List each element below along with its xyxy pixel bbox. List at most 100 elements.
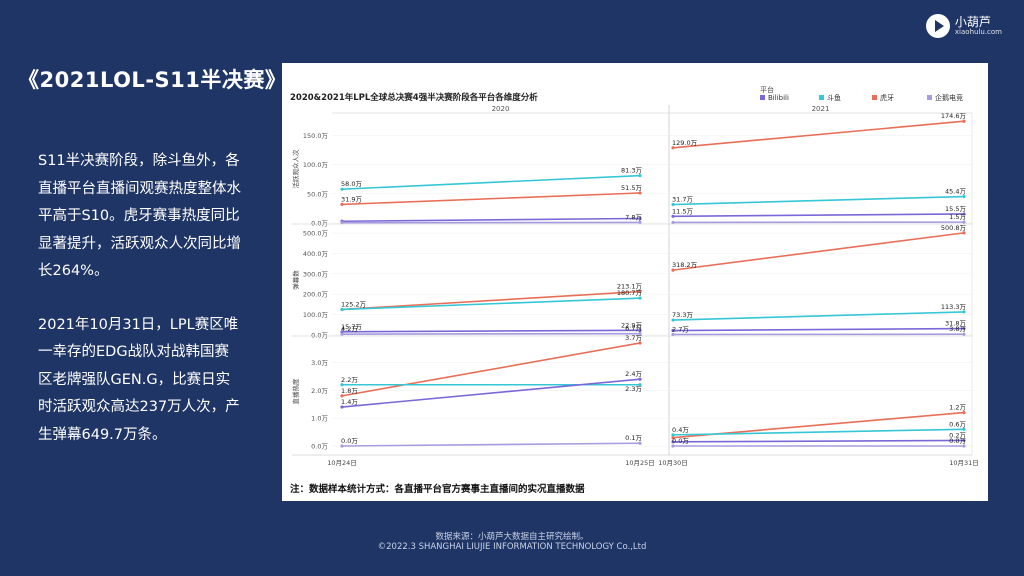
panel-0-series-4-line	[672, 120, 965, 149]
panel-1-tick-4: 100.0万	[303, 311, 329, 319]
panel-ylabel-0: 活跃观众人次	[291, 149, 300, 189]
panel-1-series-1-point-start	[340, 307, 344, 312]
panel-0-series-4-label-end: 174.6万	[941, 112, 967, 120]
panel-2-tick-0: 3.0万	[311, 359, 328, 367]
extra-label-0: 2.3万	[625, 385, 642, 393]
panel-1-series-1-line	[341, 297, 641, 311]
panel-1-series-0-point-end	[638, 289, 642, 294]
panel-0-series-1-label-end: 81.3万	[621, 167, 642, 175]
panel-0-series-6-label-start: 11.5万	[672, 207, 693, 215]
panel-0-series-7-label-end: 1.5万	[949, 213, 966, 221]
panel-2-series-0-label-start: 1.8万	[341, 387, 358, 395]
panel-1-series-4-line	[672, 232, 965, 271]
panel-1-series-7-point-start	[671, 332, 675, 337]
logo-name: 小葫芦	[954, 15, 991, 30]
panel-2-series-7-point-end	[962, 444, 966, 448]
legend-swatch-0	[760, 95, 765, 100]
panel-2-series-6-line	[672, 439, 965, 443]
panel-1-tick-3: 200.0万	[303, 291, 329, 299]
panel-0-series-5-point-end	[962, 194, 966, 199]
x-tick-1-1: 10月31日	[949, 459, 979, 467]
legend-label-1: 斗鱼	[827, 93, 841, 102]
panel-2-series-3-point-end	[638, 441, 642, 445]
panel-2-series-4-label-end: 1.2万	[949, 404, 966, 412]
summary-paragraph-1: S11半决赛阶段，除斗鱼外，各直播平台直播间观赛热度整体水平高于S10。虎牙赛事…	[38, 153, 241, 279]
panel-2-series-5-point-start	[671, 433, 675, 437]
panel-0-series-0-point-start	[340, 202, 344, 207]
panel-0-series-1-line	[341, 174, 641, 190]
chart-note: 注：数据样本统计方式：各直播平台官方赛事主直播间的实况直播数据	[290, 484, 585, 495]
panel-2-series-2-point-end	[638, 377, 642, 381]
brand-logo: 小葫芦 xiaohulu.com	[925, 14, 1002, 38]
panel-1-series-6-point-start	[671, 328, 675, 333]
panel-1-series-3-line	[341, 332, 641, 335]
panel-2-series-3-label-end: 0.1万	[625, 434, 642, 442]
panel-1-series-5-line	[672, 311, 965, 321]
panel-2-series-1-label-start: 2.2万	[341, 376, 358, 384]
panel-ylabel-1: 弹幕数	[291, 270, 300, 290]
panel-1-series-1-point-end	[638, 296, 642, 300]
panel-0-series-3-point-end	[638, 220, 642, 225]
panel-1-series-2-point-end	[638, 328, 642, 332]
panel-0-series-1-point-start	[340, 187, 344, 191]
panel-2-tick-2: 1.0万	[311, 415, 328, 423]
panel-2-tick-1: 2.0万	[311, 387, 328, 395]
panel-1-series-2-label-start: 15.7万	[341, 323, 362, 331]
panel-1-tick-0: 500.0万	[303, 230, 329, 238]
footer-source: 数据来源：小葫芦大数据自主研究绘制。	[435, 532, 589, 542]
panel-2-series-0-label-end: 3.7万	[625, 334, 642, 342]
panel-2-series-7-label-end: 0.0万	[949, 437, 966, 445]
period-header-2020: 2020	[492, 105, 510, 113]
panel-2-series-2-line	[341, 378, 641, 408]
panel-1-series-6-point-end	[962, 326, 966, 331]
panel-2-series-0-line	[341, 342, 641, 397]
panel-0-tick-3: 0.0万	[311, 220, 328, 228]
panel-2-series-3-point-start	[340, 444, 344, 448]
panel-2-series-3-line	[341, 442, 641, 447]
panel-1-series-2-point-start	[340, 330, 344, 334]
panel-2-series-4-point-end	[962, 410, 966, 415]
panel-0-series-0-label-start: 31.9万	[341, 195, 362, 203]
panel-ylabel-2: 直播热度	[291, 378, 300, 405]
panel-2-tick-3: 0.0万	[311, 443, 328, 451]
panel-2-series-1-point-start	[340, 383, 344, 387]
panel-0-tick-0: 150.0万	[303, 132, 329, 140]
panel-0-series-2-point-end	[638, 216, 642, 221]
panel-2-series-4-point-start	[671, 436, 675, 440]
panel-0-series-5-label-start: 31.7万	[672, 196, 693, 204]
panel-0-series-5-point-start	[671, 202, 675, 207]
period-header-2021: 2021	[812, 105, 830, 113]
panel-0-series-7-point-start	[671, 220, 675, 225]
panel-1-series-3-label-start: 4.2万	[341, 325, 358, 333]
panel-1-series-2-label-end: 22.9万	[621, 321, 642, 329]
panel-1-series-3-point-start	[340, 332, 344, 336]
panel-0-series-0-point-end	[638, 191, 642, 195]
panel-1-series-5-point-end	[962, 310, 966, 314]
legend-swatch-1	[819, 95, 824, 100]
panel-0-series-0-line	[341, 192, 641, 206]
panel-2-series-5-label-end: 0.6万	[949, 420, 966, 428]
panel-1-series-4-label-start: 318.2万	[672, 261, 698, 269]
panel-1-tick-2: 300.0万	[303, 270, 329, 278]
panel-0-series-5-line	[672, 195, 965, 206]
legend-label-2: 虎牙	[880, 93, 894, 102]
legend-swatch-3	[927, 95, 932, 100]
panel-2-series-6-point-end	[962, 438, 966, 443]
panel-1-series-0-line	[341, 290, 641, 311]
panel-1-series-7-label-end: 3.8万	[949, 325, 966, 333]
panel-1-series-0-label-start: 125.2万	[341, 300, 367, 308]
panel-0-series-6-point-start	[671, 214, 675, 218]
panel-0-series-1-label-start: 58.0万	[341, 180, 362, 188]
panel-1-series-4-label-end: 500.8万	[941, 224, 967, 232]
footer-copyright: ©2022.3 SHANGHAI LIUJIE INFORMATION TECH…	[377, 542, 647, 552]
chart-title: 2020&2021年LPL全球总决赛4强半决赛阶段各平台各维度分析	[290, 92, 538, 103]
panel-2-series-0-point-end	[638, 341, 642, 345]
panel-2-series-7-label-start: 0.0万	[672, 437, 689, 445]
panel-0-series-7-point-end	[962, 220, 966, 224]
chart-panel: 2020&2021年LPL全球总决赛4强半决赛阶段各平台各维度分析 平台 Bilib…	[282, 63, 988, 501]
summary-text: S11半决赛阶段，除斗鱼外，各直播平台直播间观赛热度整体水平高于S10。虎牙赛事…	[38, 148, 243, 475]
x-tick-0-1: 10月25日	[625, 459, 655, 467]
x-tick-0-0: 10月24日	[327, 459, 357, 467]
panel-0-series-4-point-end	[962, 119, 966, 123]
panel-1-series-1-label-end: 180.7万	[617, 289, 643, 297]
